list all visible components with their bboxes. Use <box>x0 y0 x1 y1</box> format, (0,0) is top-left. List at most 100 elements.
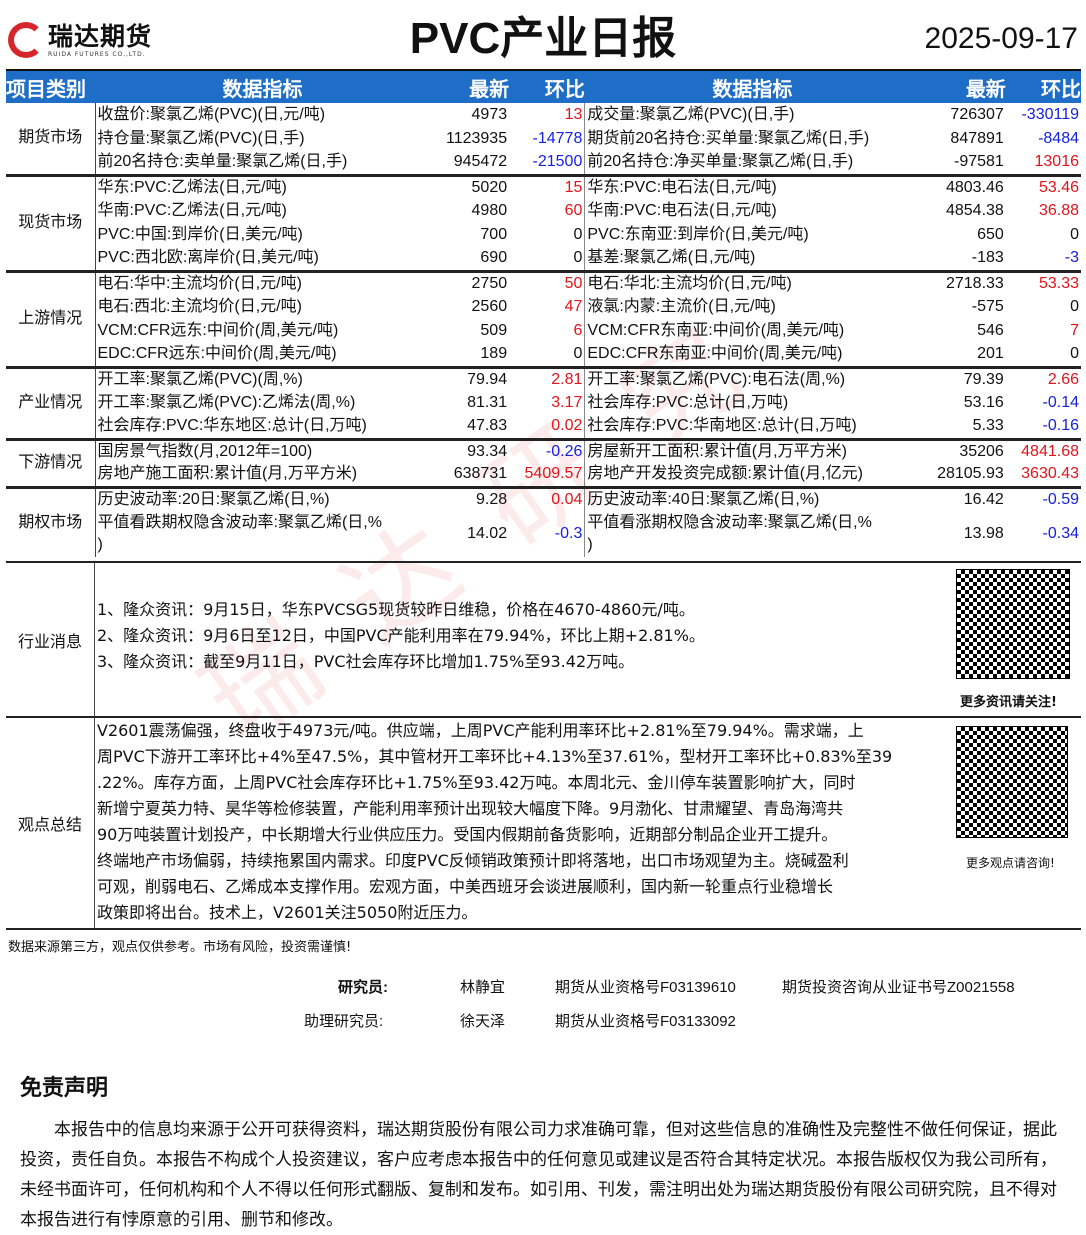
change-value: 50 <box>509 269 586 295</box>
indicator-name: 开工率:聚氯乙烯(PVC):电石法(周,%) <box>584 365 920 391</box>
summary-line: V2601震荡偏强，终盘收于4973元/吨。供应端，上周PVC产能利用率环比+2… <box>97 721 864 740</box>
logo-name: 瑞达期货 <box>48 21 153 51</box>
summary-line: .22%。库存方面，上周PVC社会库存环比+1.75%至93.42万吨。本周北元… <box>97 773 856 792</box>
latest-value: 13.98 <box>963 525 1004 542</box>
indicator-name: 前20名持仓:净买单量:聚氯乙烯(日,手) <box>587 153 854 171</box>
summary-line: 90万吨装置计划投产，中长期增大行业供应压力。受国内假期前备货影响，近期部分制品… <box>97 825 838 844</box>
table-row: 现货市场 华东:PVC:乙烯法(日,元/吨) 5020 15 华东:PVC:电石法(日,… <box>6 173 1081 271</box>
indicator-name: 社会库存:PVC:华南地区:总计(日,万吨) <box>587 417 857 435</box>
indicator-name: PVC:西北欧:离岸价(日,美元/吨) <box>97 249 319 267</box>
company-logo: 瑞达期货 RUIDA FUTURES CO.,LTD. <box>8 22 152 58</box>
table-row: 期货市场 收盘价:聚氯乙烯(PVC)(日,元/吨) 4973 13 成交量:聚氯乙烯(P… <box>6 103 1081 175</box>
summary-label: 观点总结 <box>6 718 95 928</box>
change-value: -0.59 <box>1005 485 1081 511</box>
table-row: EDC:CFR远东:中间价(周,美元/吨) 189 0 EDC:CFR东南亚:中间价(… <box>6 343 1081 367</box>
news-item: 3、隆众资讯：截至9月11日，PVC社会库存环比增加1.75%至93.42万吨。 <box>97 652 635 671</box>
indicator-name: 电石:华中:主流均价(日,元/吨) <box>95 269 430 295</box>
latest-value: 4854.38 <box>945 202 1004 219</box>
indicator-name: 华东:PVC:乙烯法(日,元/吨) <box>95 173 430 199</box>
table-row: 华南:PVC:乙烯法(日,元/吨) 4980 60 华南:PVC:电石法(日,元/吨)… <box>6 199 1081 223</box>
col-latest: 最新 <box>430 69 510 103</box>
category-label: 产业情况 <box>6 365 96 439</box>
news-item: 2、隆众资讯：9月6日至12日，中国PVC产能利用率在79.94%，环比上期+2… <box>97 626 705 645</box>
latest-value: 945472 <box>453 153 508 171</box>
source-note: 数据来源第三方，观点仅供参考。市场有风险，投资需谨慎! <box>8 940 352 955</box>
change-value: -3 <box>1064 249 1079 267</box>
indicator-name: 开工率:聚氯乙烯(PVC)(周,%) <box>95 365 430 391</box>
researcher-label: 研究员: <box>338 979 388 996</box>
change-value: 36.88 <box>1038 202 1079 219</box>
latest-value: -183 <box>971 249 1004 267</box>
table-row: PVC:西北欧:离岸价(日,美元/吨) 690 0 基差:聚氯乙烯(日,元/吨) -18… <box>6 247 1081 271</box>
latest-value: 93.34 <box>430 437 510 463</box>
researcher-cert: 期货从业资格号F03139610 <box>555 979 736 996</box>
indicator-name: 华东:PVC:电石法(日,元/吨) <box>584 173 920 199</box>
indicator-name: 国房景气指数(月,2012年=100) <box>95 437 430 463</box>
indicator-name: 平值看涨期权隐含波动率:聚氯乙烯(日,% ) <box>587 514 872 553</box>
indicator-name: 社会库存:PVC:华东地区:总计(日,万吨) <box>97 417 367 435</box>
table-row: 开工率:聚氯乙烯(PVC):乙烯法(周,%) 81.31 3.17 社会库存:PVC:… <box>6 391 1081 415</box>
data-table: 项目类别 数据指标 最新 环比 数据指标 最新 环比 期货市场 收盘价:聚氯乙烯(… <box>6 69 1081 557</box>
change-value: 0 <box>1070 345 1079 363</box>
change-value: 3.17 <box>509 391 586 415</box>
change-value: 4841.68 <box>1005 437 1081 463</box>
latest-value: 53.16 <box>963 394 1004 411</box>
change-value: 0 <box>1070 226 1079 243</box>
change-value: 0.02 <box>509 415 586 439</box>
latest-value: 14.02 <box>467 525 508 542</box>
change-value: 13 <box>509 103 586 127</box>
change-value: 6 <box>509 319 586 343</box>
category-label: 上游情况 <box>6 269 96 367</box>
change-value: 0 <box>509 223 586 247</box>
change-value: 47 <box>509 295 586 319</box>
col-category: 项目类别 <box>6 69 95 103</box>
change-value: 13016 <box>1034 153 1080 171</box>
latest-value: 189 <box>480 345 508 363</box>
category-label: 现货市场 <box>6 173 96 271</box>
category-label: 期货市场 <box>6 103 96 175</box>
latest-value: 2560 <box>471 298 508 315</box>
latest-value: 4973 <box>471 106 508 123</box>
latest-value: 1123935 <box>446 130 508 147</box>
indicator-name: EDC:CFR远东:中间价(周,美元/吨) <box>97 345 337 363</box>
change-value: -14778 <box>509 127 586 151</box>
latest-value: 16.42 <box>919 485 1006 511</box>
indicator-name: EDC:CFR东南亚:中间价(周,美元/吨) <box>587 345 843 363</box>
table-row: PVC:中国:到岸价(日,美元/吨) 700 0 PVC:东南亚:到岸价(日,美元/吨… <box>6 223 1081 247</box>
latest-value: 847891 <box>950 130 1004 147</box>
table-row: 前20名持仓:卖单量:聚氯乙烯(日,手) 945472 -21500 前20名持仓:净… <box>6 151 1081 175</box>
summary-line: 周PVC下游开工率环比+4%至47.5%，其中管材开工率环比+4.13%至37.… <box>97 747 893 766</box>
change-value: 53.33 <box>1005 269 1081 295</box>
table-row: 产业情况 开工率:聚氯乙烯(PVC)(周,%) 79.94 2.81 开工率:聚氯乙烯(… <box>6 365 1081 439</box>
latest-value: 9.28 <box>430 485 510 511</box>
indicator-name: 期货前20名持仓:买单量:聚氯乙烯(日,手) <box>587 130 870 147</box>
change-value: 0 <box>509 343 586 367</box>
category-label: 期权市场 <box>6 485 96 557</box>
latest-value: 650 <box>977 226 1004 243</box>
indicator-name: 开工率:聚氯乙烯(PVC):乙烯法(周,%) <box>97 394 356 411</box>
indicator-name: 持仓量:聚氯乙烯(PVC)(日,手) <box>97 130 305 147</box>
table-header-row: 项目类别 数据指标 最新 环比 数据指标 最新 环比 <box>6 69 1081 103</box>
indicator-name: 历史波动率:40日:聚氯乙烯(日,%) <box>584 485 920 511</box>
change-value: 0 <box>1070 298 1079 315</box>
indicator-name: 成交量:聚氯乙烯(PVC)(日,手) <box>587 106 795 123</box>
latest-value: 4803.46 <box>919 173 1006 199</box>
disclaimer-text: 本报告中的信息均来源于公开可获得资料，瑞达期货股份有限公司力求准确可靠，但对这些… <box>20 1120 1057 1230</box>
assistant-cert: 期货从业资格号F03133092 <box>555 1013 736 1030</box>
latest-value: 28105.93 <box>937 465 1004 483</box>
news-label: 行业消息 <box>6 563 95 717</box>
table-row: VCM:CFR远东:中间价(周,美元/吨) 509 6 VCM:CFR东南亚:中间价(… <box>6 319 1081 343</box>
news-item: 1、隆众资讯：9月15日，华东PVCSG5现货较昨日维稳，价格在4670-486… <box>97 600 695 619</box>
latest-value: 690 <box>480 249 508 267</box>
researcher-name: 林静宜 <box>460 979 506 996</box>
latest-value: 638731 <box>453 465 508 483</box>
latest-value: 726307 <box>950 106 1004 123</box>
researcher-cert-2: 期货投资咨询从业证书号Z0021558 <box>782 979 1015 996</box>
latest-value: 5.33 <box>972 417 1004 435</box>
indicator-name: PVC:中国:到岸价(日,美元/吨) <box>97 226 303 243</box>
indicator-name: 基差:聚氯乙烯(日,元/吨) <box>587 249 756 267</box>
indicator-name: 电石:华北:主流均价(日,元/吨) <box>584 269 920 295</box>
qr-code-icon <box>956 569 1070 679</box>
change-value: 60 <box>509 199 586 223</box>
change-value: -0.34 <box>1042 525 1079 542</box>
